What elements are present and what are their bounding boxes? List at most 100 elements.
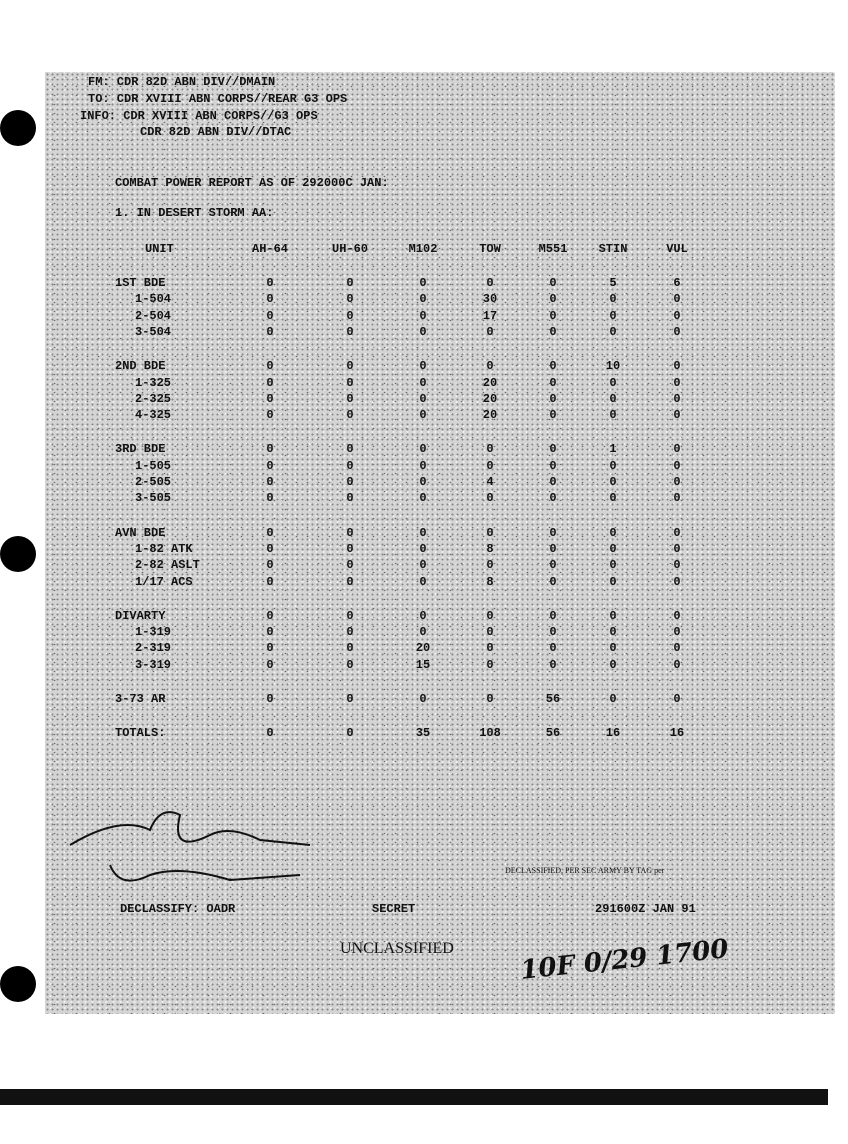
cell: 0 — [673, 442, 681, 457]
cell: 0 — [419, 408, 427, 423]
cell: 0 — [609, 558, 617, 573]
cell: 0 — [346, 525, 354, 540]
cell: 56 — [545, 692, 561, 706]
cell: 0 — [609, 541, 617, 556]
cell: 0 — [673, 359, 681, 374]
cell: 0 — [266, 276, 274, 290]
cell: 0 — [346, 391, 354, 406]
cell: 0 — [266, 359, 274, 374]
cell: 0 — [549, 608, 557, 623]
cell: 0 — [549, 276, 557, 290]
cell: 0 — [346, 276, 354, 290]
cell: 0 — [673, 657, 681, 672]
cell: 0 — [346, 657, 354, 672]
cell: 0 — [673, 525, 681, 540]
cell: 0 — [346, 442, 354, 457]
column-header: M551 — [538, 242, 568, 256]
cell: 0 — [549, 491, 557, 506]
cell: 0 — [266, 292, 274, 307]
unit-name: 1-325 — [135, 375, 172, 390]
cell: 6 — [673, 276, 681, 290]
cell: 0 — [609, 458, 617, 473]
cell: 0 — [419, 574, 427, 589]
unit-name: TOTALS: — [115, 726, 166, 741]
cell: 0 — [346, 574, 354, 589]
page-edge — [0, 1089, 828, 1105]
cell: 0 — [609, 525, 617, 540]
signature — [69, 811, 311, 882]
cell: 0 — [549, 324, 557, 339]
unit-name: 1-504 — [135, 292, 172, 307]
cell: 0 — [549, 375, 557, 390]
column-header: TOW — [479, 242, 501, 256]
cell: 20 — [482, 408, 498, 423]
column-header: UH-60 — [331, 242, 369, 256]
cell: 0 — [486, 458, 494, 473]
cell: 0 — [673, 641, 681, 656]
cell: 0 — [346, 558, 354, 573]
cell: 0 — [419, 375, 427, 390]
cell: 0 — [673, 375, 681, 390]
column-header: STIN — [598, 242, 628, 256]
scanned-sheet — [45, 72, 835, 1014]
cell: 0 — [486, 558, 494, 573]
cell: 0 — [346, 375, 354, 390]
cell: 0 — [346, 475, 354, 489]
unit-name: 4-325 — [135, 408, 172, 423]
cell: 0 — [266, 308, 274, 323]
info-line: INFO: CDR XVIII ABN CORPS//G3 OPS — [80, 109, 318, 123]
cell: 0 — [346, 458, 354, 473]
cell: 10 — [605, 359, 621, 374]
cell: 0 — [549, 408, 557, 423]
cell: 16 — [605, 726, 621, 741]
info-line: CDR 82D ABN DIV//DTAC — [140, 125, 292, 139]
cell: 0 — [419, 525, 427, 540]
cell: 35 — [415, 726, 431, 741]
cell: 0 — [346, 292, 354, 307]
cell: 0 — [346, 308, 354, 323]
cell: 20 — [482, 391, 498, 406]
cell: 0 — [346, 491, 354, 506]
punch-hole — [0, 110, 36, 146]
cell: 0 — [549, 475, 557, 489]
unit-name: AVN BDE — [115, 525, 166, 540]
cell: 0 — [549, 558, 557, 573]
cell: 0 — [419, 491, 427, 506]
cell: 0 — [549, 308, 557, 323]
cell: 0 — [673, 574, 681, 589]
cell: 0 — [673, 324, 681, 339]
cell: 0 — [486, 359, 494, 374]
cell: 0 — [266, 574, 274, 589]
cell: 0 — [419, 625, 427, 640]
cell: 0 — [266, 541, 274, 556]
from-line: FM: CDR 82D ABN DIV//DMAIN — [88, 75, 276, 89]
unit-name: 2ND BDE — [115, 359, 166, 374]
cell: 0 — [486, 276, 494, 290]
to-line: TO: CDR XVIII ABN CORPS//REAR G3 OPS — [88, 92, 348, 106]
cell: 0 — [486, 657, 494, 672]
dtg: 291600Z JAN 91 — [595, 902, 696, 916]
cell: 0 — [486, 491, 494, 506]
declassify: DECLASSIFY: OADR — [120, 902, 236, 916]
cell: 20 — [415, 641, 431, 656]
cell: 0 — [673, 292, 681, 307]
cell: 0 — [419, 276, 427, 290]
unit-name: 3RD BDE — [115, 442, 166, 457]
unit-name: 2-325 — [135, 391, 172, 406]
cell: 0 — [609, 491, 617, 506]
cell: 0 — [673, 391, 681, 406]
cell: 0 — [609, 308, 617, 323]
cell: 0 — [673, 608, 681, 623]
cell: 0 — [346, 359, 354, 374]
unit-name: 1/17 ACS — [135, 574, 193, 589]
column-header: M102 — [408, 242, 438, 256]
cell: 20 — [482, 375, 498, 390]
cell: 0 — [673, 491, 681, 506]
cell: 0 — [609, 641, 617, 656]
cell: 0 — [609, 324, 617, 339]
cell: 0 — [266, 458, 274, 473]
cell: 4 — [486, 475, 494, 489]
cell: 0 — [266, 391, 274, 406]
cell: 0 — [549, 525, 557, 540]
cell: 0 — [673, 558, 681, 573]
